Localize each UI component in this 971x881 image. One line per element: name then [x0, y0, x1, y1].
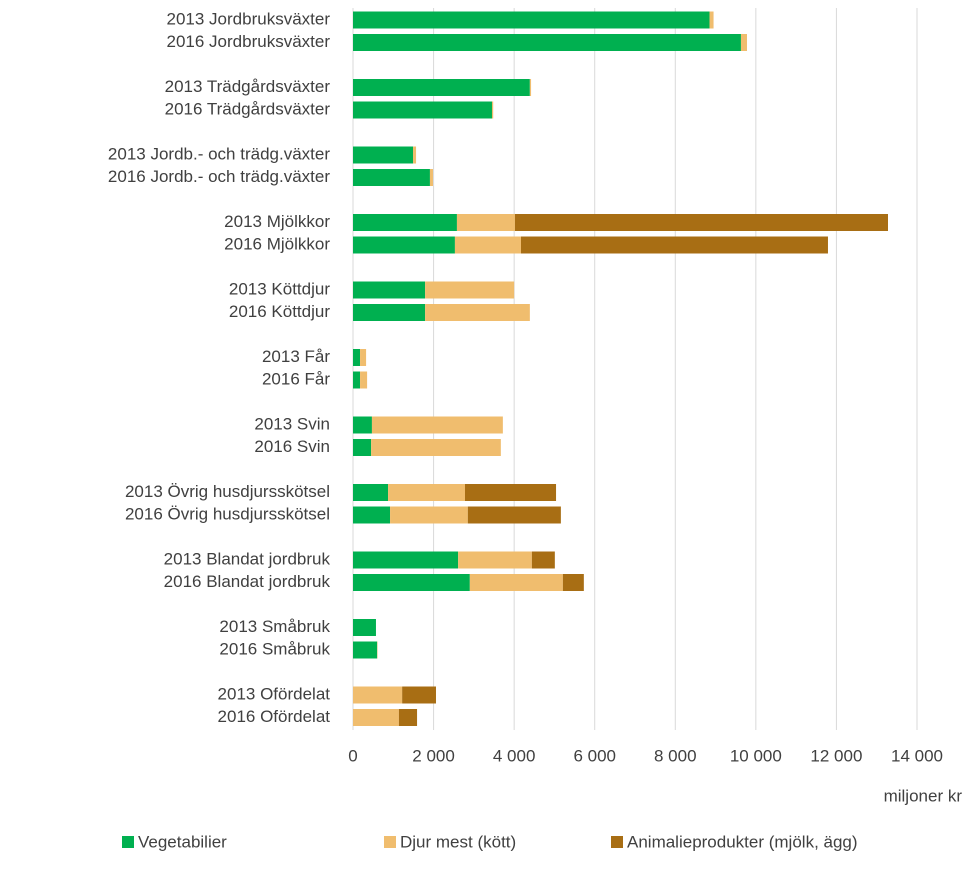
bar-segment	[353, 551, 459, 569]
y-tick-label: 2013 Svin	[254, 414, 330, 433]
bar-segment	[360, 371, 368, 389]
bar-segment	[390, 506, 468, 524]
y-tick-label: 2016 Ofördelat	[218, 707, 331, 726]
bar-segment	[371, 439, 501, 456]
bar-segment	[353, 349, 361, 366]
bar-segment	[425, 281, 515, 299]
y-tick-label: 2013 Mjölkkor	[224, 212, 330, 231]
bar-segment	[353, 371, 361, 389]
bar-segment	[360, 349, 367, 366]
legend-label: Vegetabilier	[138, 832, 227, 851]
bar-segment	[529, 79, 532, 96]
bar-segment	[464, 484, 557, 501]
y-tick-label: 2016 Mjölkkor	[224, 234, 330, 253]
y-tick-label: 2016 Jordb.- och trädg.växter	[108, 167, 330, 186]
y-tick-label: 2013 Får	[262, 347, 330, 366]
x-tick-label: 6 000	[573, 746, 616, 765]
bar-segment	[353, 304, 426, 321]
bar-segment	[467, 506, 561, 524]
bar-segment	[353, 146, 414, 164]
x-tick-label: 14 000	[891, 746, 943, 765]
bar-segment	[514, 214, 888, 231]
bar-segment	[353, 34, 741, 51]
y-tick-label: 2013 Jordb.- och trädg.växter	[108, 144, 330, 163]
y-tick-label: 2013 Trädgårdsväxter	[165, 77, 331, 96]
y-tick-label: 2016 Jordbruksväxter	[167, 32, 331, 51]
bar-segment	[353, 439, 372, 456]
bar-segment	[353, 236, 455, 254]
legend-swatch	[122, 836, 134, 848]
bar-segment	[413, 146, 417, 164]
legend-label: Animalieprodukter (mjölk, ägg)	[627, 832, 858, 851]
bar-segment	[353, 416, 372, 434]
bar-segment	[353, 11, 710, 29]
y-tick-label: 2016 Köttdjur	[229, 302, 330, 321]
y-tick-label: 2016 Får	[262, 369, 330, 388]
bar-segment	[353, 79, 530, 96]
bar-segment	[371, 416, 503, 434]
bar-segment	[491, 101, 494, 119]
legend-swatch	[384, 836, 396, 848]
y-tick-label: 2016 Svin	[254, 437, 330, 456]
bar-segment	[353, 641, 378, 659]
bar-segment	[353, 281, 426, 299]
y-tick-label: 2013 Övrig husdjursskötsel	[125, 482, 330, 501]
bar-segment	[353, 484, 389, 501]
bar-segment	[353, 169, 430, 186]
legend-swatch	[611, 836, 623, 848]
x-tick-label: 4 000	[493, 746, 536, 765]
x-tick-label: 12 000	[810, 746, 862, 765]
bar-segment	[458, 551, 532, 569]
bar-segment	[402, 686, 436, 704]
bar-segment	[353, 574, 470, 591]
x-tick-label: 0	[348, 746, 357, 765]
bar-segment	[388, 484, 465, 501]
x-tick-label: 2 000	[412, 746, 455, 765]
y-tick-label: 2016 Blandat jordbruk	[164, 572, 331, 591]
bar-segment	[353, 686, 403, 704]
bar-segment	[456, 214, 515, 231]
bar-segment	[709, 11, 714, 29]
y-tick-label: 2016 Övrig husdjursskötsel	[125, 504, 330, 523]
bar-segment	[740, 34, 747, 51]
bar-segment	[353, 709, 399, 726]
bar-segment	[520, 236, 828, 254]
x-tick-label: 8 000	[654, 746, 697, 765]
bar-segment	[425, 304, 530, 321]
bar-segment	[353, 101, 492, 119]
y-tick-label: 2013 Jordbruksväxter	[167, 9, 331, 28]
bar-segment	[353, 619, 376, 636]
y-tick-label: 2013 Köttdjur	[229, 279, 330, 298]
y-tick-label: 2013 Ofördelat	[218, 684, 331, 703]
y-tick-label: 2016 Småbruk	[219, 639, 330, 658]
y-tick-label: 2013 Blandat jordbruk	[164, 549, 331, 568]
bar-segment	[454, 236, 521, 254]
bar-segment	[562, 574, 584, 591]
x-axis-label: miljoner kr	[884, 786, 963, 805]
bar-segment	[398, 709, 418, 726]
y-tick-label: 2016 Trädgårdsväxter	[165, 99, 331, 118]
bar-segment	[469, 574, 563, 591]
legend-label: Djur mest (kött)	[400, 832, 516, 851]
bar-segment	[353, 506, 391, 524]
bar-segment	[531, 551, 555, 569]
bar-segment	[353, 214, 457, 231]
y-tick-label: 2013 Småbruk	[219, 617, 330, 636]
x-tick-label: 10 000	[730, 746, 782, 765]
bar-segment	[429, 169, 433, 186]
